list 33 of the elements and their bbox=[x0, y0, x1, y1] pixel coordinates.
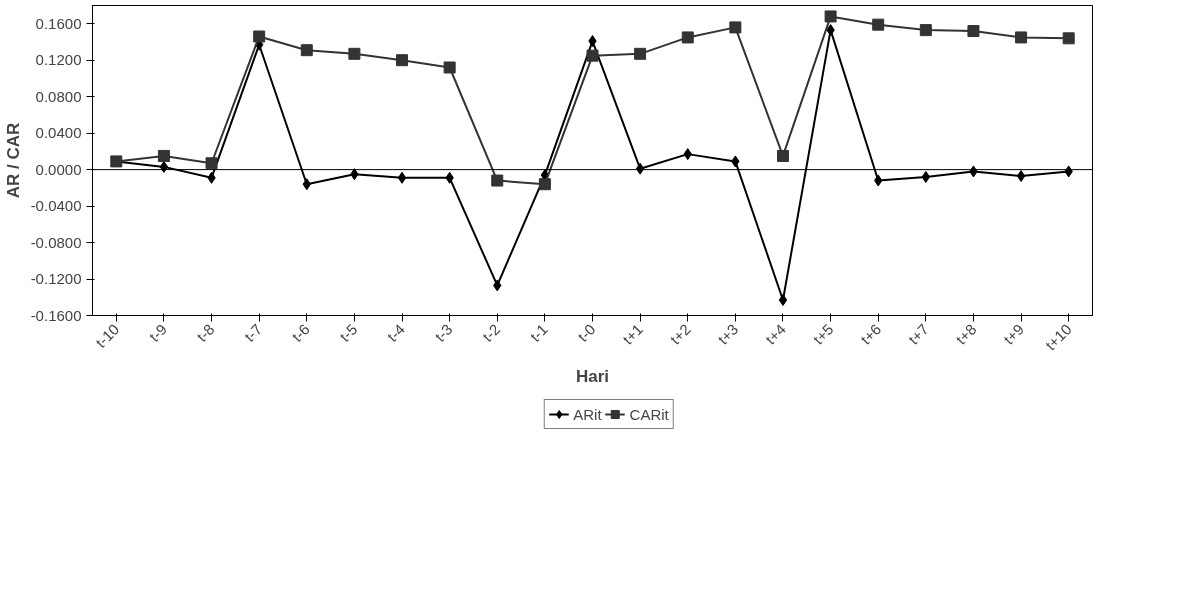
x-tick-label: t+8 bbox=[952, 320, 980, 348]
x-tick-label: t+5 bbox=[809, 320, 837, 348]
y-tick-label: 0.1200 bbox=[35, 51, 82, 69]
y-tick-label: 0.1600 bbox=[35, 14, 82, 32]
y-tick-label: 0.0000 bbox=[35, 160, 82, 178]
x-tick-label: t-6 bbox=[288, 320, 313, 345]
x-tick-label: t+4 bbox=[761, 320, 789, 348]
y-tick-label: -0.1600 bbox=[30, 306, 82, 324]
y-tick-label: -0.0400 bbox=[30, 197, 82, 215]
x-tick-label: t-10 bbox=[92, 320, 123, 351]
x-tick-label: t-4 bbox=[383, 320, 409, 345]
x-tick-label: t-2 bbox=[478, 320, 504, 345]
x-tick-label: t+3 bbox=[714, 320, 742, 348]
y-tick-label: -0.1200 bbox=[30, 270, 82, 288]
legend-label: CARit bbox=[629, 405, 669, 423]
x-tick-label: t-5 bbox=[336, 320, 361, 345]
x-tick-label: t+2 bbox=[666, 320, 694, 348]
x-tick-label: t+6 bbox=[857, 320, 885, 348]
x-tick-label: t-1 bbox=[526, 320, 551, 345]
x-tick-label: t-3 bbox=[431, 320, 456, 345]
x-tick-label: t+7 bbox=[904, 320, 932, 348]
x-tick-label: t-0 bbox=[574, 320, 599, 345]
y-axis-title: AR / CAR bbox=[3, 122, 23, 199]
x-tick-label: t-7 bbox=[240, 320, 266, 345]
y-tick-label: -0.0800 bbox=[30, 233, 82, 251]
legend-label: ARit bbox=[573, 405, 602, 423]
x-tick-label: t-8 bbox=[193, 320, 218, 345]
y-tick-label: 0.0400 bbox=[35, 124, 82, 142]
x-axis-title: Hari bbox=[575, 367, 610, 387]
x-tick-label: t+1 bbox=[619, 320, 647, 348]
x-tick-label: t-9 bbox=[145, 320, 170, 345]
y-tick-label: 0.0800 bbox=[35, 87, 82, 105]
x-tick-label: t+9 bbox=[1000, 320, 1028, 348]
